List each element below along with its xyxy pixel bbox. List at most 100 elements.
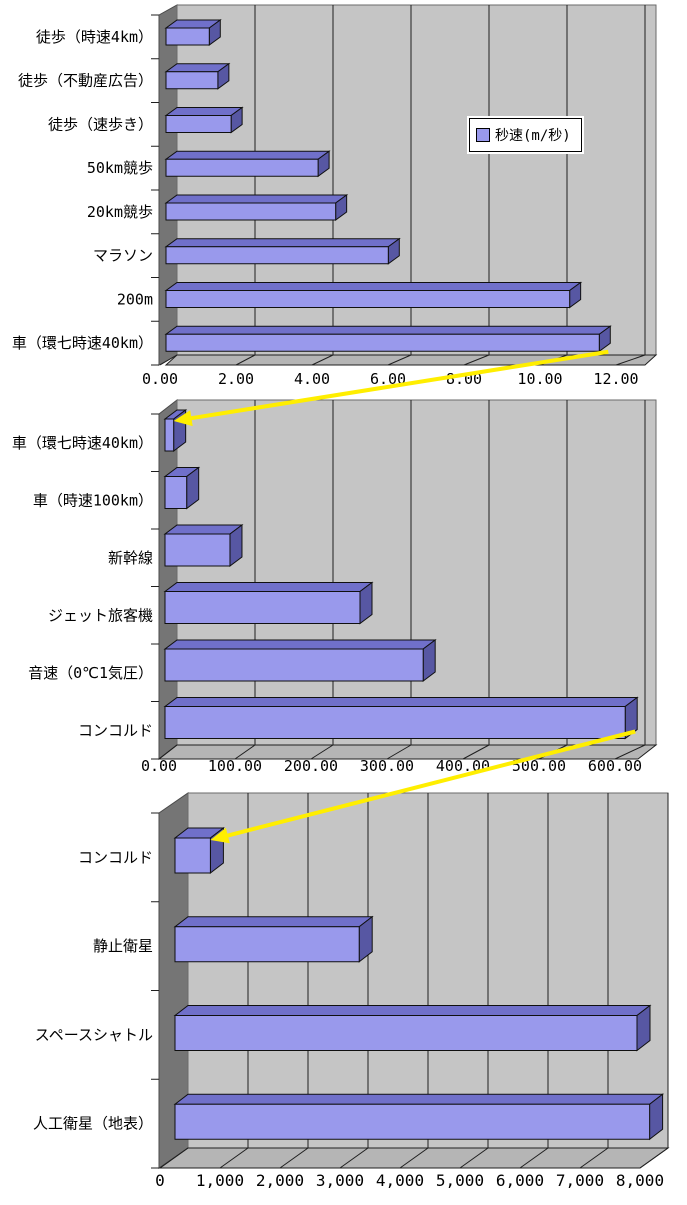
bar-ジェット旅客機 (164, 591, 361, 624)
bar-50km競歩 (165, 158, 319, 177)
x-tick (339, 1147, 369, 1169)
x-tick-label: 10.00 (517, 370, 562, 388)
category-label: 徒歩（時速4km） (36, 28, 153, 46)
x-tick-label: 4.00 (294, 370, 330, 388)
x-tick (614, 744, 646, 760)
category-label: コンコルド (78, 721, 153, 739)
x-tick (279, 1147, 309, 1169)
bar-人工衛星（地表） (174, 1103, 651, 1140)
x-tick-label: 2.00 (218, 370, 254, 388)
bar-top-face (164, 150, 331, 160)
x-tick-label: 2,000 (256, 1171, 304, 1190)
bar-top-face (164, 238, 401, 248)
bar-top-face (164, 107, 244, 116)
x-tick (399, 1147, 429, 1169)
category-label: マラソン (93, 247, 153, 265)
bar-20km競歩 (165, 202, 337, 221)
x-tick-label: 8,000 (616, 1171, 664, 1190)
category-label: 新幹線 (108, 549, 153, 567)
x-tick (235, 354, 256, 366)
category-label: コンコルド (78, 848, 153, 866)
bar-top-face (163, 697, 639, 707)
x-tick (234, 744, 256, 760)
category-label: スペースシャトル (35, 1026, 153, 1044)
x-tick-label: 7,000 (556, 1171, 604, 1190)
x-tick-label: 5,000 (436, 1171, 484, 1190)
x-tick (519, 1147, 549, 1169)
x-tick (219, 1147, 249, 1169)
category-label: 静止衛星 (93, 937, 153, 955)
x-tick (615, 354, 646, 366)
category-label: 徒歩（速歩き） (48, 115, 153, 133)
category-label: 音速（0℃1気圧） (28, 664, 153, 682)
bar-新幹線 (164, 533, 231, 567)
x-tick-label: 3,000 (316, 1171, 364, 1190)
x-tick-label: 12.00 (593, 370, 638, 388)
category-label: 車（環七時速40km） (12, 434, 153, 452)
bar-車（時速100km） (164, 476, 188, 509)
bar-top-face (163, 582, 374, 592)
x-tick-label: 6,000 (496, 1171, 544, 1190)
category-label: 50km競歩 (87, 159, 153, 177)
bar-徒歩（時速4km） (165, 27, 210, 46)
x-tick-label: 200.00 (284, 757, 338, 775)
plot-area (176, 399, 657, 746)
bar-top-face (164, 282, 583, 291)
category-label: 人工衛星（地表） (33, 1115, 153, 1133)
x-tick-label: 0.00 (142, 370, 178, 388)
scale-link-arrowhead-icon (173, 410, 193, 427)
x-tick (579, 1147, 609, 1169)
x-tick (159, 354, 178, 366)
bar-徒歩（不動産広告） (165, 71, 219, 90)
category-label: 200m (117, 290, 153, 308)
x-tick (158, 744, 178, 760)
bar-スペースシャトル (174, 1015, 638, 1051)
bar-top-face (163, 639, 437, 650)
bar-top-face (173, 916, 374, 928)
bar-音速（0℃1気圧） (164, 648, 424, 682)
x-tick (311, 354, 334, 366)
x-tick (159, 1147, 189, 1169)
x-tick-label: 0.00 (141, 757, 177, 775)
x-tick-label: 4,000 (376, 1171, 424, 1190)
legend-swatch-icon (476, 128, 490, 142)
x-tick (639, 1147, 669, 1169)
x-tick-label: 0 (155, 1171, 165, 1190)
x-tick-label: 300.00 (360, 757, 414, 775)
wall-left (158, 4, 178, 366)
category-label: 徒歩（不動産広告） (18, 72, 153, 90)
x-tick (310, 744, 334, 760)
bar-マラソン (165, 246, 389, 265)
legend-label: 秒速(m/秒) (495, 128, 571, 144)
x-tick (459, 1147, 489, 1169)
x-tick (462, 744, 490, 760)
legend: 秒速(m/秒) (467, 116, 584, 154)
scale-link-arrow-line (183, 349, 609, 422)
category-label: 20km競歩 (87, 203, 153, 221)
bar-top-face (163, 524, 244, 535)
category-label: ジェット旅客機 (48, 606, 153, 624)
x-tick (387, 354, 412, 366)
bar-200m (165, 290, 571, 308)
category-label: 車（時速100km） (33, 491, 153, 509)
bar-徒歩（速歩き） (165, 115, 232, 133)
bar-top-face (164, 325, 612, 335)
bar-コンコルド (174, 837, 211, 874)
x-tick-label: 100.00 (208, 757, 262, 775)
category-label: 車（環七時速40km） (12, 334, 153, 352)
scale-link-arrowhead-icon (210, 827, 230, 844)
scale-link-arrow-line (219, 729, 636, 840)
x-tick-label: 600.00 (588, 757, 642, 775)
bar-top-face (164, 194, 349, 204)
bar-top-face (173, 1005, 652, 1016)
x-tick (386, 744, 412, 760)
bar-top-face (173, 1093, 665, 1105)
bar-車（環七時速40km） (164, 418, 175, 452)
bar-コンコルド (164, 706, 626, 739)
legend-box: 秒速(m/秒) (469, 118, 582, 152)
x-tick-label: 1,000 (196, 1171, 244, 1190)
bar-車（環七時速40km） (165, 333, 600, 352)
